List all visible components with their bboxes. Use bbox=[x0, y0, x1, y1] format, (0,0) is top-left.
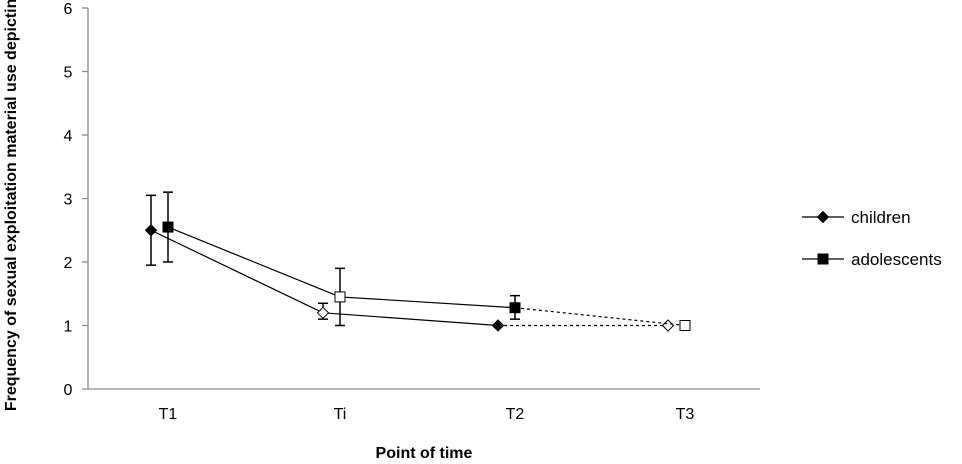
series-line-segment bbox=[322, 312, 499, 327]
data-point-marker bbox=[817, 253, 829, 265]
x-tick-label: Ti bbox=[334, 406, 347, 423]
y-tick-label: 3 bbox=[64, 192, 73, 209]
y-tick-label: 2 bbox=[64, 255, 73, 272]
series-line-segment bbox=[150, 229, 324, 314]
data-point-marker bbox=[144, 224, 158, 237]
series-line-segment bbox=[514, 307, 686, 327]
series-children bbox=[144, 194, 675, 332]
data-point-marker bbox=[316, 306, 330, 320]
data-point-marker bbox=[491, 319, 505, 332]
series-layer bbox=[144, 191, 691, 332]
data-point-marker bbox=[661, 319, 675, 332]
data-point-marker bbox=[334, 291, 346, 303]
x-axis-title: Point of time bbox=[376, 445, 473, 462]
data-point-marker bbox=[816, 210, 830, 224]
y-tick-label: 0 bbox=[64, 382, 73, 399]
y-axis-title: Frequency of sexual exploitation materia… bbox=[3, 0, 20, 411]
y-tick-label: 6 bbox=[64, 1, 73, 18]
series-line-segment bbox=[167, 226, 341, 298]
y-tick-label: 5 bbox=[64, 65, 73, 82]
y-tick-label: 4 bbox=[64, 128, 73, 145]
data-point-marker bbox=[679, 320, 691, 331]
y-tick-label: 1 bbox=[64, 319, 73, 336]
x-tick-label: T2 bbox=[506, 406, 525, 423]
data-point-marker bbox=[162, 221, 174, 233]
legend-item-children: children bbox=[802, 208, 911, 227]
x-tick-label: T1 bbox=[159, 406, 178, 423]
tick-labels: 0 1 2 3 4 5 6 T1 Ti T2 T3 bbox=[64, 1, 695, 423]
legend-label: children bbox=[851, 208, 911, 227]
legend: children adolescents bbox=[802, 208, 942, 269]
data-point-marker bbox=[509, 302, 521, 314]
series-adolescents bbox=[162, 191, 691, 331]
legend-item-adolescents: adolescents bbox=[802, 250, 942, 269]
axes bbox=[87, 8, 760, 390]
series-line-segment bbox=[339, 296, 516, 309]
legend-label: adolescents bbox=[851, 250, 942, 269]
x-tick-label: T3 bbox=[676, 406, 695, 423]
